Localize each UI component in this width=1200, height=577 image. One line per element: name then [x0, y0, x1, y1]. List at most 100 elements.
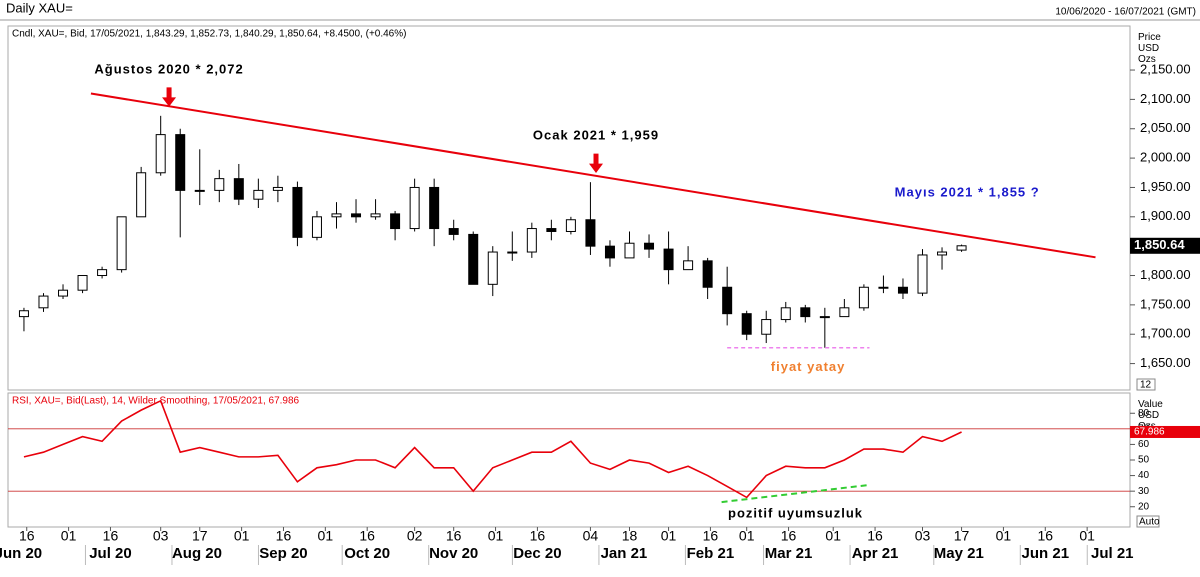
annotation: fiyat yatay — [771, 359, 846, 374]
candle-body — [644, 242, 655, 250]
candle-body — [507, 251, 518, 254]
x-tick-label: 16 — [781, 528, 797, 544]
candle-body — [819, 316, 830, 319]
candle-body — [937, 251, 948, 256]
x-tick-label: 01 — [61, 528, 77, 544]
x-tick-label: 01 — [234, 528, 250, 544]
x-tick-label: 01 — [996, 528, 1012, 544]
candle-body — [585, 219, 596, 247]
x-tick-label: 16 — [103, 528, 119, 544]
x-tick-label: 16 — [19, 528, 35, 544]
y-tick-label: 1,700.00 — [1140, 326, 1191, 341]
month-label: May 21 — [934, 545, 984, 562]
candle-body — [311, 216, 322, 238]
y-tick-label: 1,950.00 — [1140, 179, 1191, 194]
x-tick-label: 16 — [1037, 528, 1053, 544]
y-tick-label: 30 — [1138, 486, 1150, 497]
annotation: Ocak 2021 * 1,959 — [533, 128, 659, 143]
candle-body — [409, 186, 420, 230]
candle-body — [116, 216, 127, 271]
candle-body — [565, 219, 576, 232]
candle-body — [839, 307, 850, 318]
last-price-box — [1130, 237, 1200, 254]
candle-body — [253, 189, 264, 200]
x-tick-label: 16 — [867, 528, 883, 544]
x-tick-label: 01 — [488, 528, 504, 544]
candle-body — [18, 310, 29, 318]
chart-title: Daily XAU= — [6, 0, 73, 15]
candle-body — [761, 319, 772, 335]
candle-body — [604, 245, 615, 259]
candle-body — [136, 172, 147, 218]
x-tick-label: 03 — [153, 528, 169, 544]
rsi-legend: RSI, XAU=, Bid(Last), 14, Wilder Smoothi… — [12, 396, 300, 407]
rsi-line — [23, 399, 962, 499]
candle-body — [800, 307, 811, 318]
y-tick-label: 50 — [1138, 455, 1150, 466]
y-tick-label: 2,000.00 — [1140, 150, 1191, 165]
y-tick-label: 1,650.00 — [1140, 355, 1191, 370]
y-tick-label: 20 — [1138, 501, 1150, 512]
candle-body — [468, 233, 479, 285]
candle-body — [429, 186, 440, 230]
scale-box-label: Auto — [1139, 517, 1160, 528]
scale-box-label: 12 — [1140, 380, 1152, 391]
month-label: Jun 20 — [0, 545, 42, 562]
x-tick-label: 16 — [359, 528, 375, 544]
candle-body — [331, 213, 342, 218]
candle-body — [351, 213, 362, 218]
trend-line — [90, 92, 1096, 259]
x-tick-label: 16 — [530, 528, 546, 544]
y-tick-label: 1,800.00 — [1140, 267, 1191, 282]
scale-box — [1136, 515, 1160, 528]
annotation-arrow — [162, 87, 177, 107]
candle-body — [624, 242, 635, 259]
last-value-box — [1130, 425, 1200, 438]
candle-body — [526, 228, 537, 253]
y-tick-label: 2,150.00 — [1140, 61, 1191, 76]
month-label: Jun 21 — [1022, 545, 1070, 562]
month-label: Dec 20 — [513, 545, 561, 562]
candle-body — [214, 178, 225, 191]
candle-body — [370, 213, 381, 218]
y-tick-label: 80 — [1138, 408, 1150, 419]
y-tick-label: 2,100.00 — [1140, 91, 1191, 106]
date-range: 10/06/2020 - 16/07/2021 (GMT) — [1055, 7, 1196, 18]
candle-body — [175, 134, 186, 191]
month-label: Apr 21 — [852, 545, 899, 562]
candle-body — [663, 248, 674, 271]
y-tick-label: 60 — [1138, 439, 1150, 450]
month-label: Sep 20 — [259, 545, 307, 562]
x-tick-label: 01 — [661, 528, 677, 544]
x-tick-label: 01 — [1079, 528, 1095, 544]
price-legend: Cndl, XAU=, Bid, 17/05/2021, 1,843.29, 1… — [12, 29, 406, 40]
candle-body — [683, 260, 694, 271]
annotation: pozitif uyumsuzluk — [728, 505, 863, 520]
y-tick-label: 2,050.00 — [1140, 120, 1191, 135]
x-tick-label: 01 — [318, 528, 334, 544]
month-label: Jul 21 — [1091, 545, 1134, 562]
candle-body — [917, 254, 928, 294]
candle-body — [722, 286, 733, 315]
x-tick-label: 01 — [739, 528, 755, 544]
month-label: Oct 20 — [344, 545, 390, 562]
candle-body — [58, 289, 69, 297]
candle-body — [448, 228, 459, 235]
y-tick-label: 1,750.00 — [1140, 296, 1191, 311]
x-tick-label: 16 — [276, 528, 292, 544]
x-tick-label: 16 — [446, 528, 462, 544]
annotation-arrow — [589, 153, 604, 174]
month-label: Jan 21 — [601, 545, 648, 562]
candle-body — [780, 307, 791, 321]
x-tick-label: 02 — [407, 528, 423, 544]
x-tick-label: 18 — [622, 528, 638, 544]
candle-body — [97, 269, 108, 277]
price-panel — [7, 25, 1131, 391]
candle-body — [487, 251, 498, 285]
x-tick-label: 17 — [954, 528, 970, 544]
x-tick-label: 01 — [825, 528, 841, 544]
y-tick-label: 40 — [1138, 470, 1150, 481]
x-tick-label: 17 — [192, 528, 208, 544]
candle-body — [878, 286, 889, 289]
